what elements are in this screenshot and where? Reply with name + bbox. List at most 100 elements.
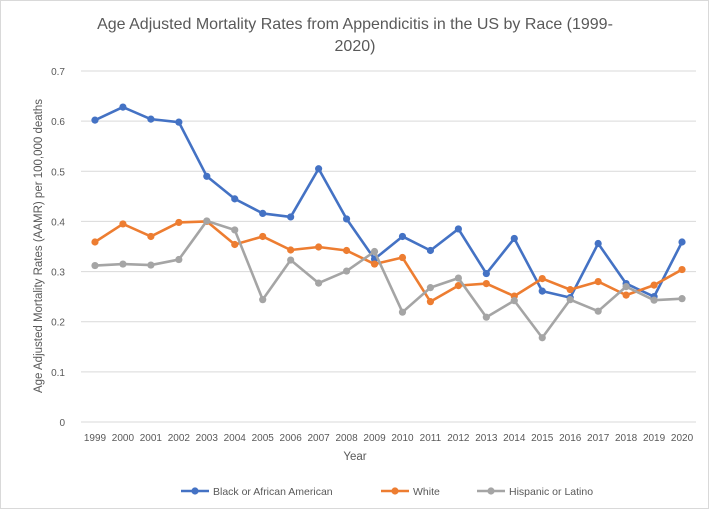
x-tick-label: 2013 xyxy=(475,433,498,444)
data-point xyxy=(398,232,407,241)
data-point xyxy=(231,240,239,249)
data-point xyxy=(231,195,239,203)
legend-item: Black or African American xyxy=(181,486,333,498)
x-tick-label: 2005 xyxy=(252,433,275,444)
x-tick-label: 2007 xyxy=(307,433,330,444)
data-point xyxy=(259,209,267,218)
x-tick-label: 2012 xyxy=(447,433,470,444)
y-tick-label: 0.7 xyxy=(51,67,65,78)
data-point xyxy=(287,213,295,221)
x-tick-label: 2002 xyxy=(168,433,191,444)
legend-item: White xyxy=(381,486,440,498)
legend-item: Hispanic or Latino xyxy=(477,486,593,498)
data-point xyxy=(147,232,155,241)
y-tick-label: 0.3 xyxy=(51,268,65,279)
data-point xyxy=(538,274,546,283)
data-point xyxy=(678,265,686,274)
x-tick-label: 1999 xyxy=(84,433,107,444)
x-tick-label: 2014 xyxy=(503,433,526,444)
data-point xyxy=(370,247,379,256)
data-point xyxy=(370,260,379,268)
x-tick-label: 2019 xyxy=(643,433,666,444)
data-point xyxy=(119,220,127,228)
data-point xyxy=(175,118,183,126)
data-point xyxy=(622,283,630,291)
data-point xyxy=(119,103,127,111)
data-point xyxy=(538,334,546,342)
data-point xyxy=(678,238,686,246)
legend-label: White xyxy=(413,486,440,498)
data-point xyxy=(147,115,155,123)
data-point xyxy=(398,308,407,316)
x-tick-label: 2008 xyxy=(335,433,358,444)
x-tick-label: 2004 xyxy=(224,433,247,444)
y-tick-label: 0.4 xyxy=(51,217,65,228)
data-point xyxy=(175,255,183,264)
data-point xyxy=(203,217,211,225)
x-tick-label: 2003 xyxy=(196,433,219,444)
y-tick-label: 0.2 xyxy=(51,318,65,329)
data-point xyxy=(259,232,267,241)
y-tick-label: 0 xyxy=(59,418,65,429)
chart-title-line-2: 2020) xyxy=(335,38,376,55)
data-point xyxy=(315,279,323,287)
data-point xyxy=(315,243,323,251)
data-point xyxy=(594,278,602,286)
data-point xyxy=(566,296,574,304)
data-point xyxy=(426,298,435,306)
x-tick-label: 2020 xyxy=(671,433,694,444)
data-point xyxy=(287,246,295,254)
data-point xyxy=(287,256,295,264)
data-point xyxy=(119,260,127,268)
data-point xyxy=(650,296,658,304)
y-tick-label: 0.5 xyxy=(51,167,65,178)
data-point xyxy=(203,172,211,180)
data-point xyxy=(622,291,630,299)
series-line xyxy=(94,219,683,340)
x-tick-label: 2018 xyxy=(615,433,638,444)
data-point xyxy=(678,295,686,303)
legend-swatch-marker xyxy=(191,487,199,495)
data-point xyxy=(342,246,351,255)
data-point xyxy=(147,261,155,269)
y-tick-label: 0.1 xyxy=(51,368,65,379)
series-line xyxy=(94,105,684,299)
y-axis-label: Age Adjusted Mortality Rates (AAMR) per … xyxy=(33,99,45,393)
legend-label: Black or African American xyxy=(213,486,333,498)
data-point xyxy=(342,215,351,223)
data-point xyxy=(482,313,490,321)
data-point xyxy=(175,218,183,227)
y-tick-label: 0.6 xyxy=(51,117,65,128)
x-tick-label: 2017 xyxy=(587,433,610,444)
series-hispanic-or-latino xyxy=(91,217,686,342)
data-point xyxy=(91,261,99,270)
legend-label: Hispanic or Latino xyxy=(509,486,593,498)
data-point xyxy=(510,234,518,243)
data-point xyxy=(650,281,658,289)
x-tick-label: 2006 xyxy=(280,433,303,444)
x-tick-label: 2010 xyxy=(391,433,414,444)
x-tick-label: 2009 xyxy=(363,433,386,444)
data-point xyxy=(231,226,239,234)
x-tick-label: 2000 xyxy=(112,433,135,444)
data-point xyxy=(538,287,546,295)
series-white xyxy=(91,217,686,306)
data-point xyxy=(342,267,351,275)
data-point xyxy=(426,284,435,292)
data-point xyxy=(454,274,462,282)
data-point xyxy=(426,246,435,255)
data-point xyxy=(482,280,490,288)
data-point xyxy=(566,286,574,294)
legend-swatch-marker xyxy=(487,487,495,495)
x-tick-label: 2011 xyxy=(420,433,442,444)
series-line xyxy=(94,220,683,303)
data-point xyxy=(454,225,462,233)
data-point xyxy=(91,238,99,246)
data-point xyxy=(259,296,267,304)
data-point xyxy=(398,253,407,262)
data-point xyxy=(594,307,602,315)
x-tick-label: 2016 xyxy=(559,433,582,444)
chart-title-line-1: Age Adjusted Mortality Rates from Append… xyxy=(97,16,613,33)
